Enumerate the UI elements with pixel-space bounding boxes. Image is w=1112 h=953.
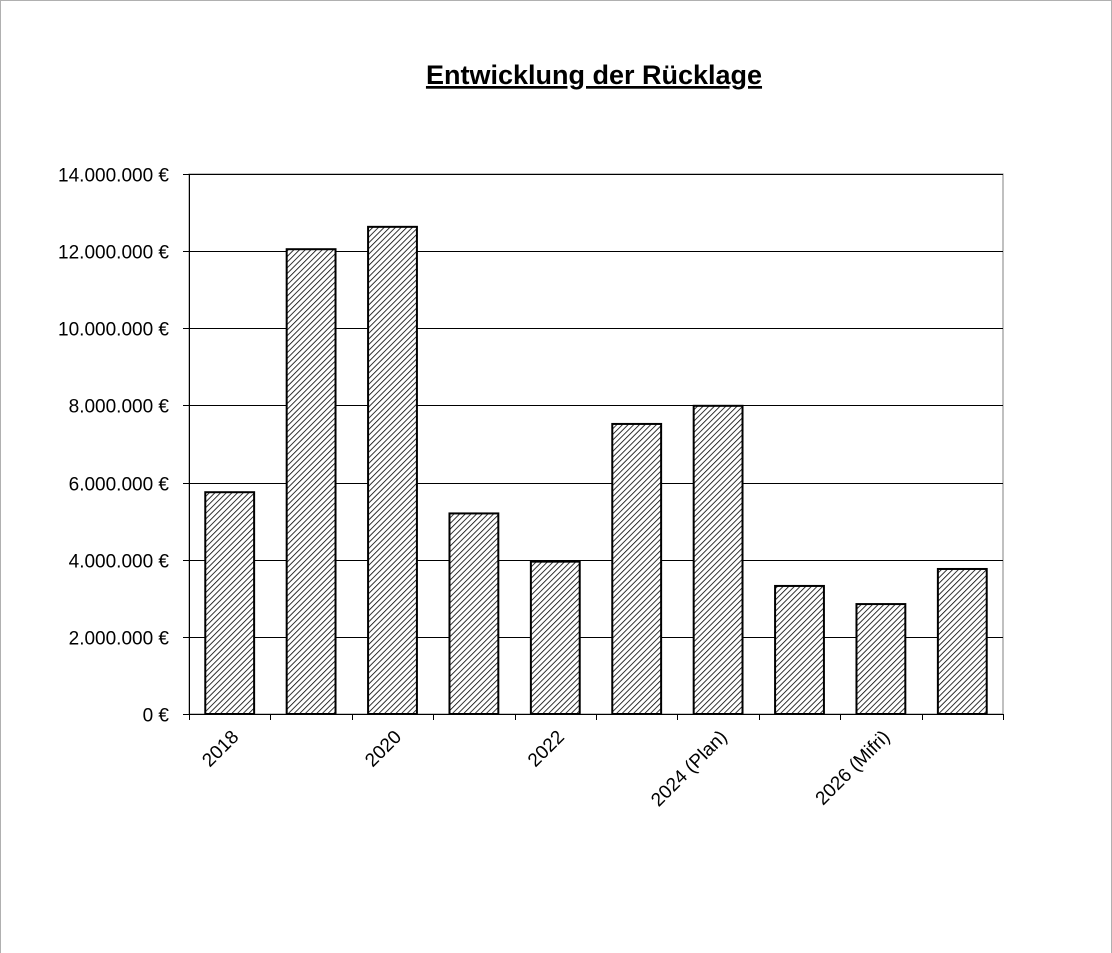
y-tick-label: 0 €	[143, 706, 170, 727]
x-tick-label: 2024 (Plan)	[647, 727, 731, 811]
bar-2018	[204, 491, 256, 716]
bars	[204, 225, 988, 716]
bar-2025	[774, 584, 825, 716]
y-tick-label: 14.000.000 €	[58, 166, 169, 187]
bar-2022	[529, 560, 581, 716]
y-tick-label: 4.000.000 €	[69, 552, 170, 573]
bar-2020	[367, 225, 418, 715]
x-tick-labels: 2018 2020 2022 2024 (Plan) 2026 (Mifri)	[198, 727, 894, 811]
x-tick-label: 2022	[524, 727, 569, 772]
bar-2019	[285, 248, 337, 715]
chart-title: Entwicklung der Rücklage	[426, 60, 762, 90]
x-tick-label: 2018	[198, 727, 243, 772]
bar-2023	[611, 422, 663, 715]
y-tick-labels: 0 € 2.000.000 € 4.000.000 € 6.000.000 € 8.00…	[58, 166, 169, 727]
y-tick-label: 2.000.000 €	[69, 629, 170, 650]
bar-2024-plan	[692, 404, 744, 715]
x-tick-label: 2020	[361, 727, 406, 772]
y-tick-label: 10.000.000 €	[58, 320, 169, 341]
y-tick-label: 6.000.000 €	[69, 475, 170, 496]
bar-2026-mifri	[855, 603, 907, 715]
y-tick-label: 8.000.000 €	[69, 397, 170, 418]
bar-2021	[448, 512, 500, 716]
axes	[183, 174, 1004, 720]
x-tick-label: 2026 (Mifri)	[812, 727, 895, 810]
bar-2027	[936, 567, 988, 715]
y-tick-label: 12.000.000 €	[58, 243, 169, 264]
